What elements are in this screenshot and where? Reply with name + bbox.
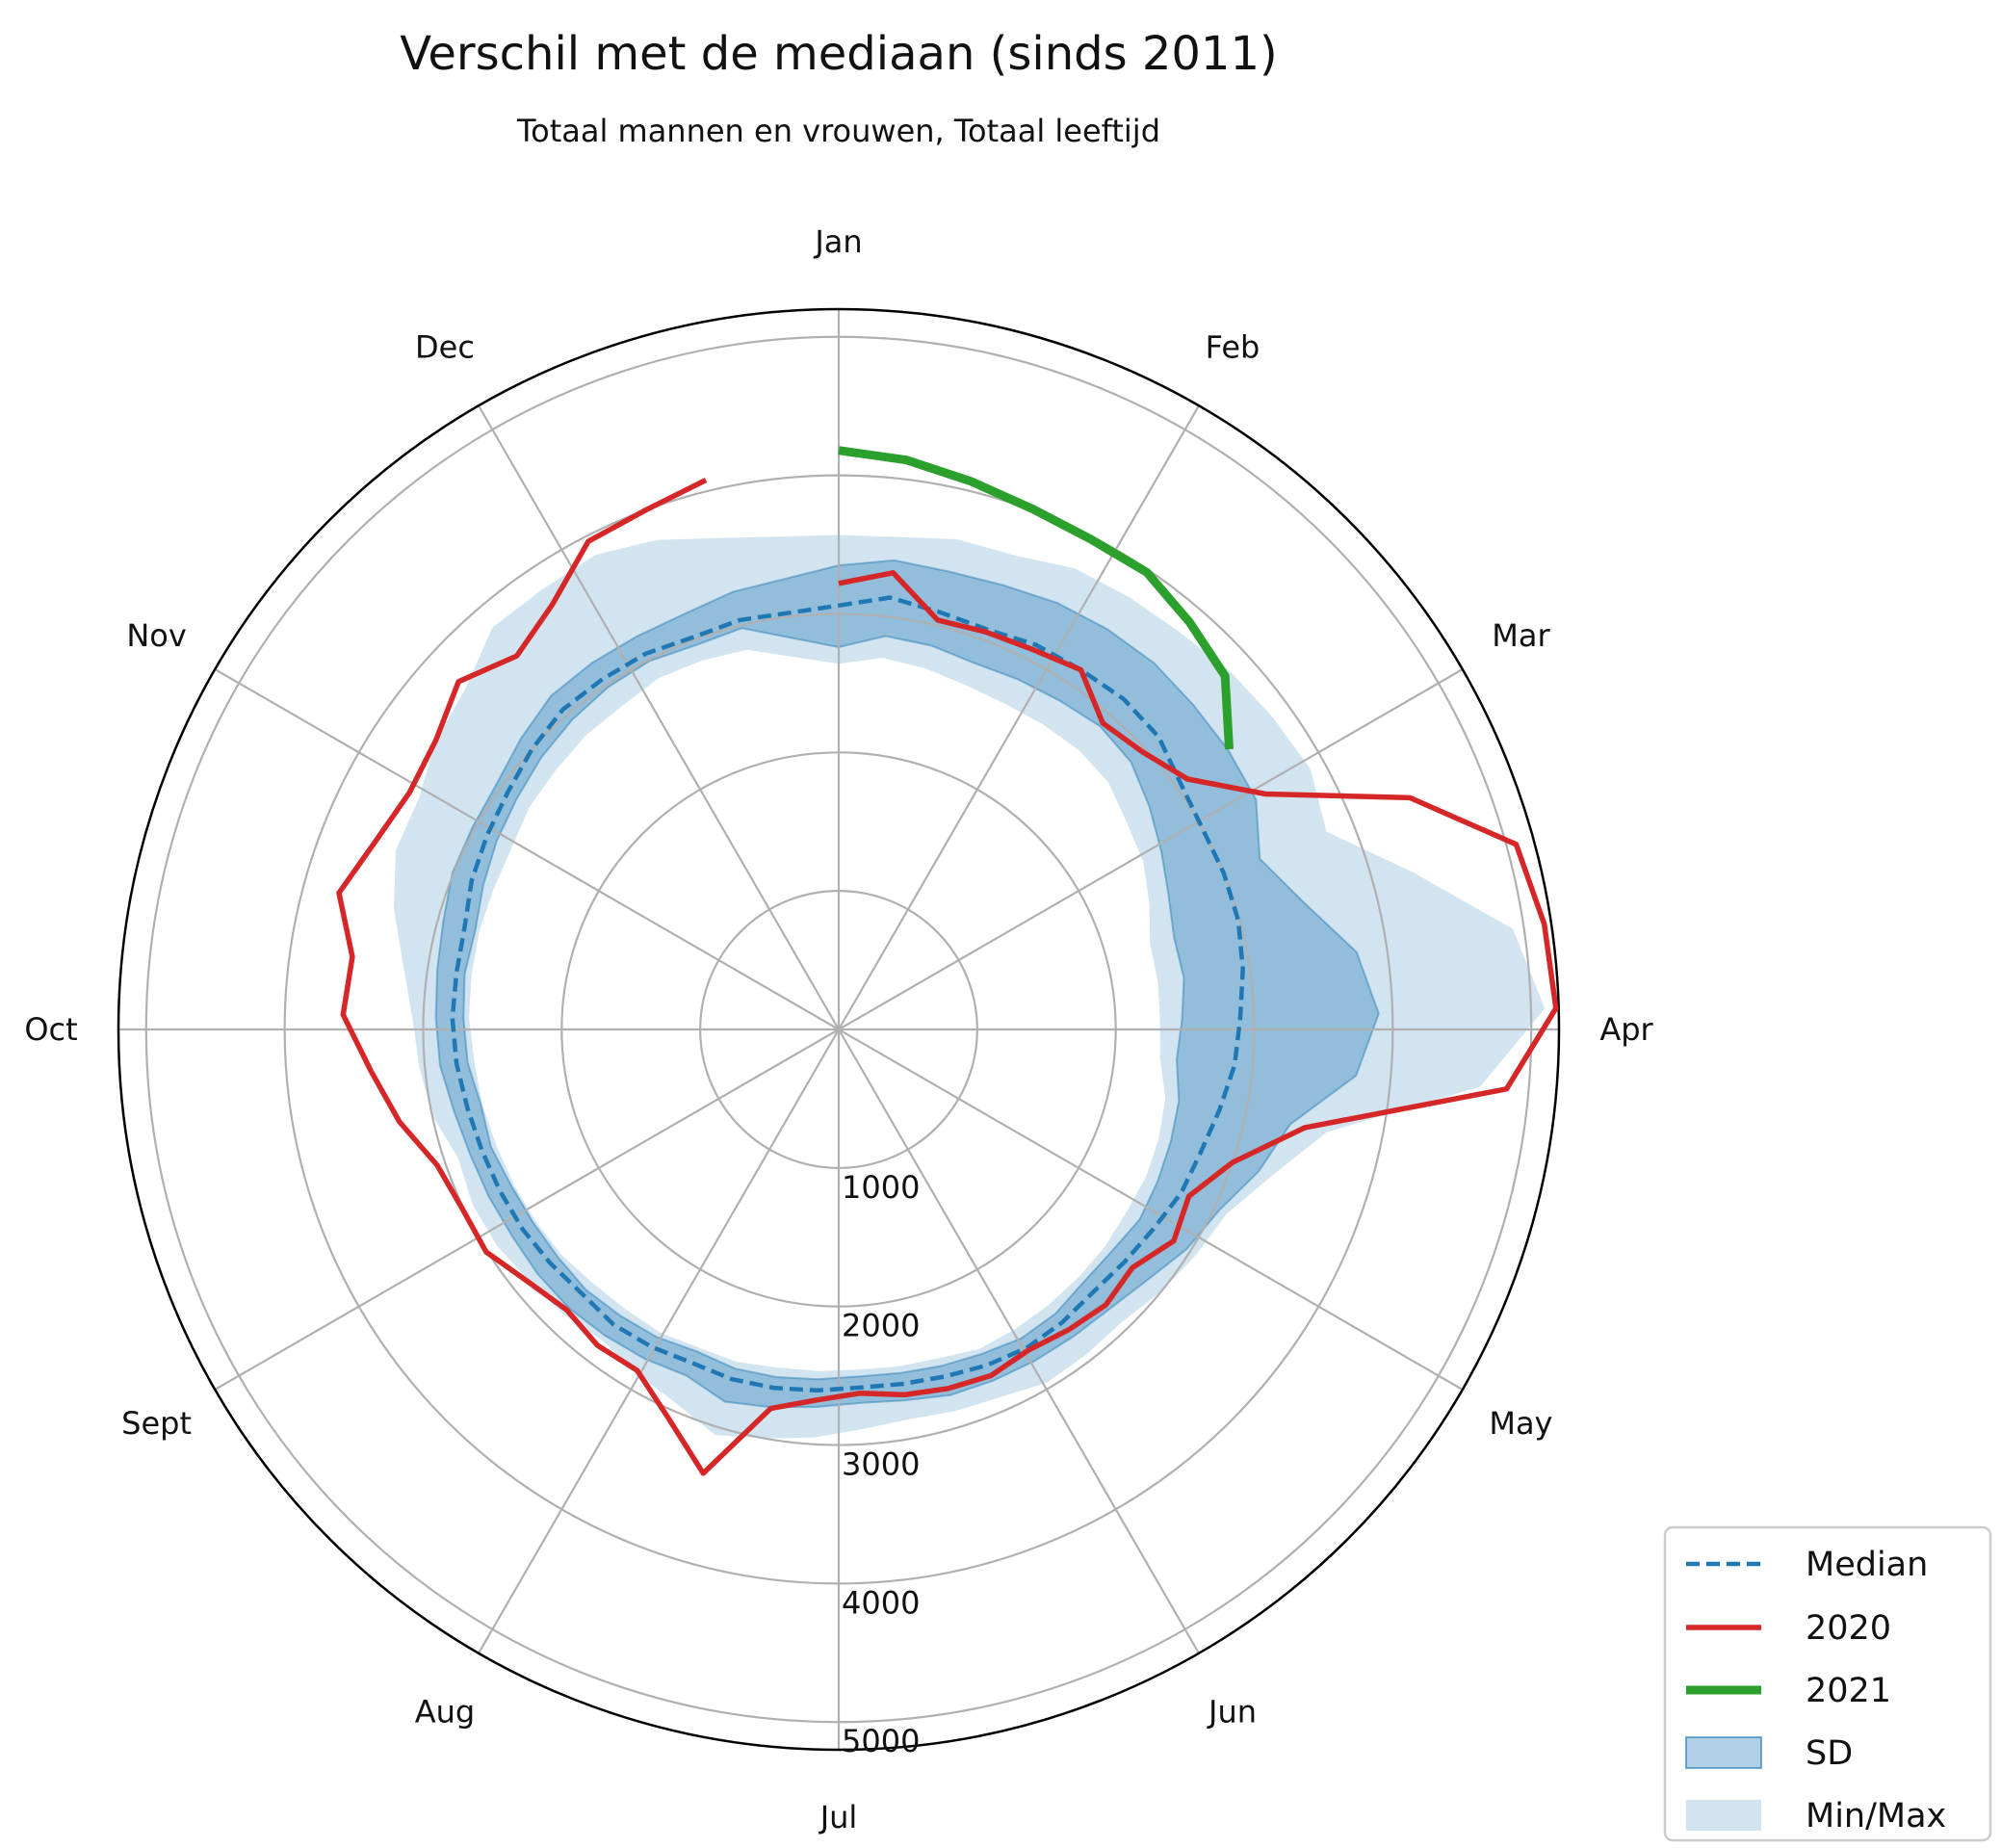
legend-swatch-minmax <box>1686 1800 1761 1831</box>
legend-label-2021: 2021 <box>1806 1672 1891 1710</box>
radial-tick-label: 2000 <box>842 1308 920 1344</box>
month-label-may: May <box>1489 1405 1552 1442</box>
series-median-line <box>450 595 1245 1393</box>
series-2021-line <box>838 446 1234 750</box>
chart-title: Verschil met de mediaan (sinds 2011) <box>400 27 1277 81</box>
grid-spoke <box>478 1028 840 1654</box>
month-label-oct: Oct <box>24 1011 77 1048</box>
legend-box <box>1663 1525 1992 1842</box>
month-label-apr: Apr <box>1599 1011 1653 1048</box>
chart-subtitle: Totaal mannen en vrouwen, Totaal leeftij… <box>516 113 1160 149</box>
month-label-jul: Jul <box>819 1799 858 1835</box>
month-label-dec: Dec <box>415 329 475 366</box>
outer-frame <box>117 307 1561 1752</box>
month-label-jun: Jun <box>1207 1693 1257 1730</box>
radial-tick-label: 4000 <box>842 1584 920 1621</box>
legend: Median 2020 2021 SD Min/Max <box>1663 1525 1992 1842</box>
legend-label-minmax: Min/Max <box>1806 1797 1946 1835</box>
grid-spoke <box>214 668 840 1030</box>
grid-spoke <box>838 404 1200 1030</box>
legend-swatch-sd <box>1685 1736 1762 1769</box>
radial-tick-label: 3000 <box>842 1446 920 1483</box>
month-label-feb: Feb <box>1206 329 1260 366</box>
radial-tick-label: 1000 <box>842 1169 920 1206</box>
legend-label-2020: 2020 <box>1806 1609 1891 1648</box>
legend-label-sd: SD <box>1806 1734 1853 1773</box>
month-label-aug: Aug <box>415 1693 475 1730</box>
band-sd <box>434 559 1380 1409</box>
legend-label-median: Median <box>1806 1546 1928 1584</box>
axis-labels: Jan Feb Mar Apr May Jun Jul Aug Sept Oct Nov Dec 100… <box>24 223 1653 1835</box>
month-label-mar: Mar <box>1492 617 1550 654</box>
grid-spoke <box>838 1028 1464 1391</box>
grid-spoke <box>838 668 1464 1030</box>
month-label-sept: Sept <box>121 1405 192 1442</box>
month-label-jan: Jan <box>813 223 862 260</box>
band-minmax <box>393 534 1546 1439</box>
grid-spoke <box>214 1028 840 1391</box>
band-layer <box>393 534 1546 1439</box>
month-label-nov: Nov <box>126 617 186 654</box>
polar-grid <box>117 307 1561 1752</box>
series-layer <box>336 446 1559 1476</box>
series-2020-line <box>336 478 1559 1476</box>
grid-spoke <box>478 404 840 1030</box>
grid-spoke <box>838 1028 1200 1654</box>
radial-tick-label: 5000 <box>842 1723 920 1759</box>
